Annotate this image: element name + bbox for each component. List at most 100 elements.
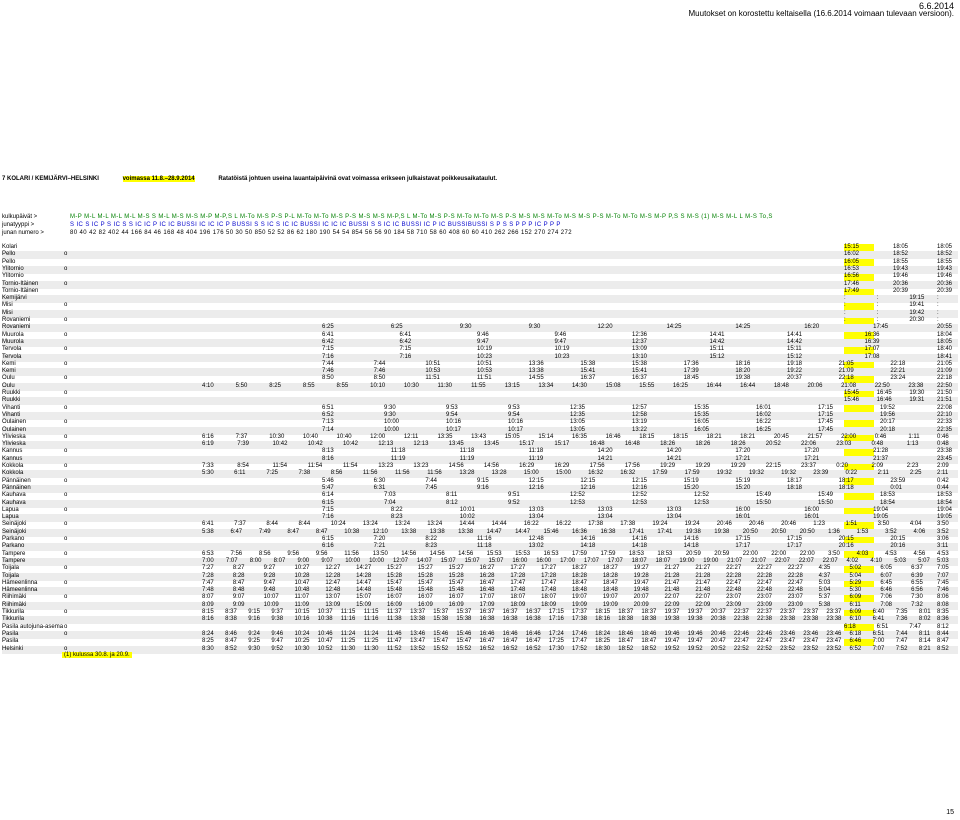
time-cell: 6:46	[880, 587, 893, 594]
time-cell: 13:19	[632, 419, 648, 426]
time-cell: 13:50	[372, 550, 388, 557]
time-cell: 22:38	[733, 616, 749, 623]
time-cell: 15:37	[433, 609, 449, 615]
time-cell: 20:37	[787, 375, 803, 382]
table-row: Kokkola 5:30 6:11 7:25 7:38 8:56 11:56 11:56 11:…	[2, 470, 958, 479]
time-cell: 18:16	[595, 616, 611, 623]
time-cell: :	[844, 309, 846, 316]
time-cell: 13:46	[410, 630, 426, 637]
time-cell: 9:56	[287, 550, 300, 557]
time-cell: 15:38	[580, 360, 596, 367]
time-cell: 19:46	[893, 273, 909, 280]
time-cell: 5:03	[894, 557, 906, 564]
time-cell: 10:38	[344, 528, 360, 535]
time-cell: 17:21	[804, 455, 820, 462]
time-cell: 19:22	[787, 368, 803, 375]
time-cell: 17:15	[548, 609, 564, 615]
time-cell: 8:56	[330, 470, 343, 477]
time-cell: 21:48	[695, 587, 711, 594]
time-cell: 22:47	[726, 579, 742, 586]
time-cell: 16:44	[740, 382, 756, 389]
time-cell: 7:44	[322, 360, 334, 367]
time-cell: 20:39	[893, 287, 909, 294]
time-cell: 1:51	[845, 521, 858, 528]
table-row: Pello o 16:02 18:52 18:52	[2, 251, 958, 260]
time-cell: 4:35	[818, 565, 831, 572]
time-cell: 17:09	[479, 601, 495, 608]
time-cell: 14:27	[356, 565, 372, 572]
table-row: Ruukki 15:46 16:46 19:31 21:51	[2, 397, 958, 406]
time-cell: 22:47	[757, 579, 773, 586]
time-cell: 8:30	[202, 645, 214, 652]
time-cell: 10:01	[459, 506, 475, 513]
station-name: Vihanti	[2, 404, 21, 411]
row-times: 6:42 6:42 9:47 9:47 12:37 14:42 14:42 16:39 18:0…	[2, 339, 958, 347]
station-name: Pännäinen	[2, 477, 31, 484]
time-cell: 21:47	[695, 579, 711, 586]
time-cell: 10:19	[477, 346, 493, 353]
time-cell: 14:42	[709, 338, 725, 345]
time-cell: 19:07	[602, 594, 618, 601]
table-row: Kemijärvi:: 19:15:	[2, 295, 958, 304]
time-cell: 22:28	[726, 572, 742, 579]
row-times: 6:53 7:56 8:56 9:56 9:56 11:56 13:50 14:56 14:56…	[2, 551, 958, 559]
time-cell: 20:52	[765, 441, 781, 448]
time-cell: 18:53	[880, 492, 896, 499]
time-cell: 16:37	[479, 609, 495, 615]
time-cell: 16:37	[525, 609, 541, 615]
time-cell: 20:09	[633, 601, 649, 608]
time-cell: 22:50	[874, 382, 890, 389]
time-cell: 10:40	[302, 433, 318, 440]
footnote: (1) kulussa 30.8. ja 20.9.	[62, 652, 132, 658]
time-cell: 18:55	[893, 258, 909, 265]
time-cell: 14:56	[458, 550, 474, 557]
time-cell: 8:52	[225, 645, 237, 652]
station-name: Lapua	[2, 506, 19, 513]
time-cell: 17:07	[479, 594, 495, 601]
time-cell: 10:00	[369, 557, 385, 564]
time-cell: 17:17	[787, 543, 803, 550]
arrival-marker: o	[64, 623, 68, 630]
row-times: 7:46 7:46 10:53 10:53 13:38 15:41 15:41 17:39 18…	[2, 368, 958, 376]
time-cell: 8:16	[322, 455, 334, 462]
table-row: Kauhava 6:15 7:04 8:12 9:52 12:53 12:53 12:53 15…	[2, 499, 958, 508]
time-cell: 20:36	[893, 280, 909, 287]
time-cell: 19:28	[633, 572, 649, 579]
station-name: Kannus	[2, 455, 23, 462]
time-cell: 17:00	[560, 557, 576, 564]
station-name: Rovaniemi	[2, 324, 31, 331]
time-cell: 17:07	[864, 346, 880, 353]
time-cell: 15:37	[456, 609, 472, 615]
time-cell: 15:53	[515, 550, 531, 557]
table-row: Riihimäki 8:09 9:09 10:09 11:09 13:09 15:09 16:…	[2, 601, 958, 610]
time-cell: 20:46	[781, 521, 797, 528]
table-row: Ylivieska 6:19 7:39 10:42 10:42 10:42 12:13 12:…	[2, 441, 958, 450]
time-cell: 6:14	[322, 492, 334, 499]
time-cell: 22:38	[757, 616, 773, 623]
time-cell: 13:24	[427, 521, 443, 528]
time-cell: 18:09	[541, 601, 557, 608]
time-cell: 9:53	[446, 404, 458, 411]
time-cell: 15:46	[433, 630, 449, 637]
time-cell: 15:47	[387, 579, 403, 586]
time-cell: 23:09	[726, 601, 742, 608]
time-cell: 8:16	[202, 616, 214, 623]
time-cell: 10:38	[317, 616, 333, 623]
time-cell: 23:47	[780, 638, 796, 645]
row-times: 6:15 7:04 8:12 9:52 12:53 12:53 12:53 15:50 15:5…	[2, 500, 958, 508]
time-cell: 5:07	[918, 557, 930, 564]
time-cell: 20:30	[909, 317, 925, 323]
table-row: Toijala o 7:27 8:27 9:27 10:27 12:27 14:27 15:27…	[2, 565, 958, 573]
row-times: 6:41 6:41 9:46 9:46 12:36 14:41 14:41 16:36 18:0…	[2, 332, 958, 340]
time-cell: :	[876, 295, 879, 302]
time-cell: 7:45	[425, 484, 438, 491]
time-cell: 6:46	[849, 638, 862, 645]
time-cell: 2:09	[871, 463, 884, 469]
time-cell: 15:08	[605, 382, 621, 389]
time-cell: 7:13	[322, 419, 334, 426]
row-times: :: 19:42:	[2, 310, 958, 318]
time-cell: 6:25	[390, 324, 403, 331]
time-cell: 14:20	[597, 448, 613, 455]
time-cell: 9:47	[271, 638, 284, 645]
time-cell: 22:07	[664, 594, 680, 601]
